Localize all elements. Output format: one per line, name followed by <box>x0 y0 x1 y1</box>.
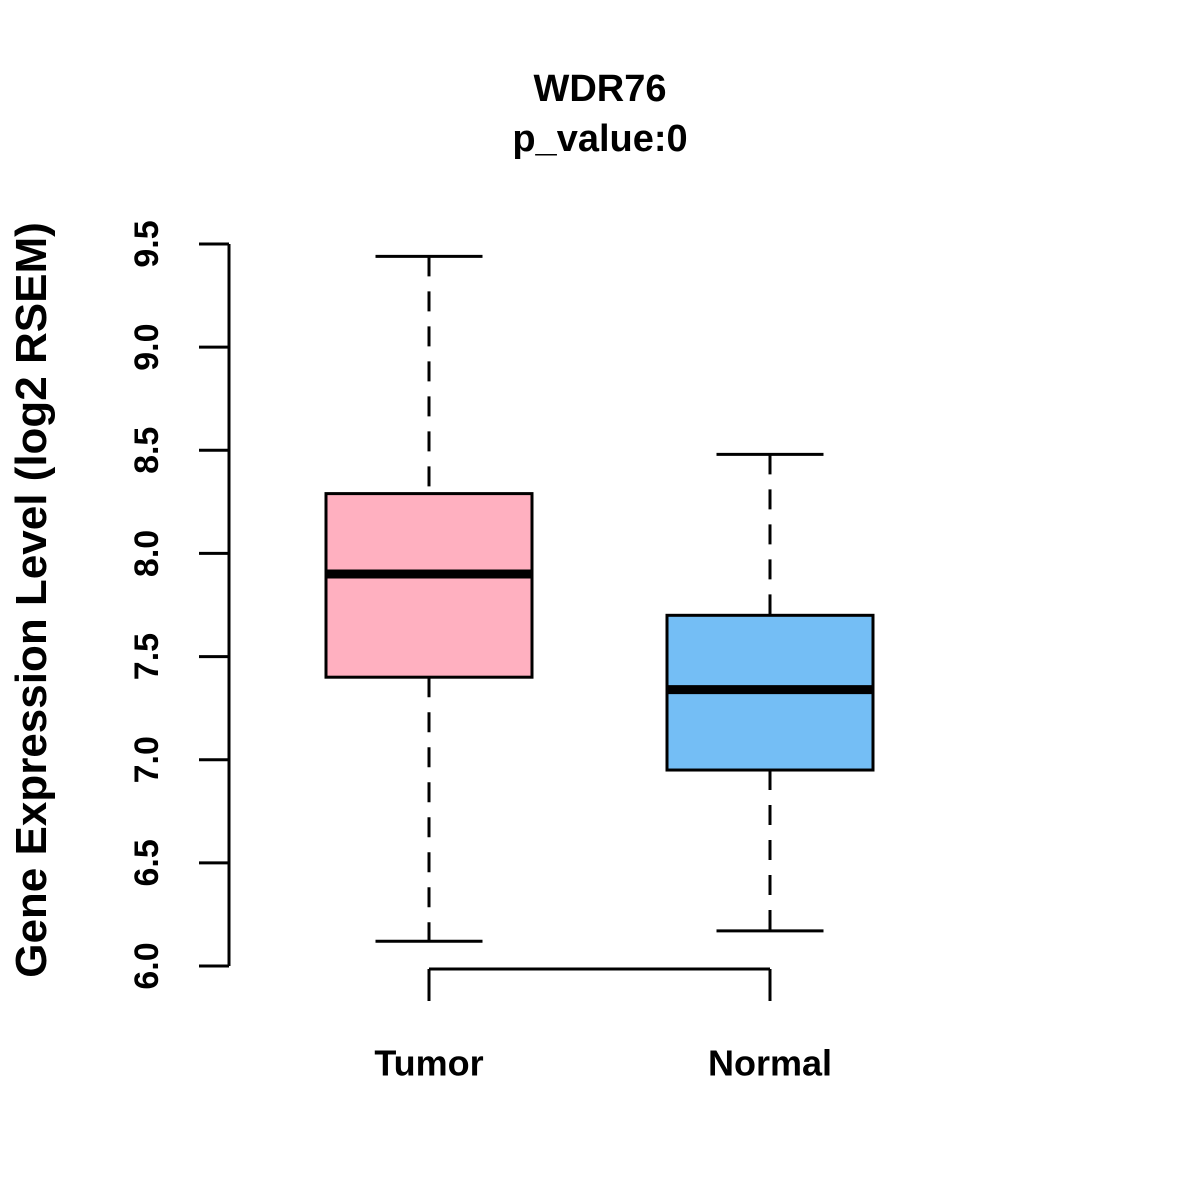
y-tick-label: 6.5 <box>128 839 166 886</box>
y-tick-label: 8.0 <box>128 530 166 577</box>
y-axis-label: Gene Expression Level (log2 RSEM) <box>7 222 56 978</box>
y-tick-label: 7.5 <box>128 633 166 680</box>
y-tick-label: 6.0 <box>128 942 166 989</box>
y-tick-label: 8.5 <box>128 427 166 474</box>
y-tick-label: 7.0 <box>128 736 166 783</box>
chart-subtitle: p_value:0 <box>512 118 688 160</box>
category-label: Tumor <box>374 1043 483 1084</box>
chart-title: WDR76 <box>533 68 667 110</box>
y-tick-label: 9.0 <box>128 324 166 371</box>
box-tumor <box>324 492 534 679</box>
category-label: Normal <box>708 1043 832 1084</box>
y-tick-label: 9.5 <box>128 220 166 267</box>
